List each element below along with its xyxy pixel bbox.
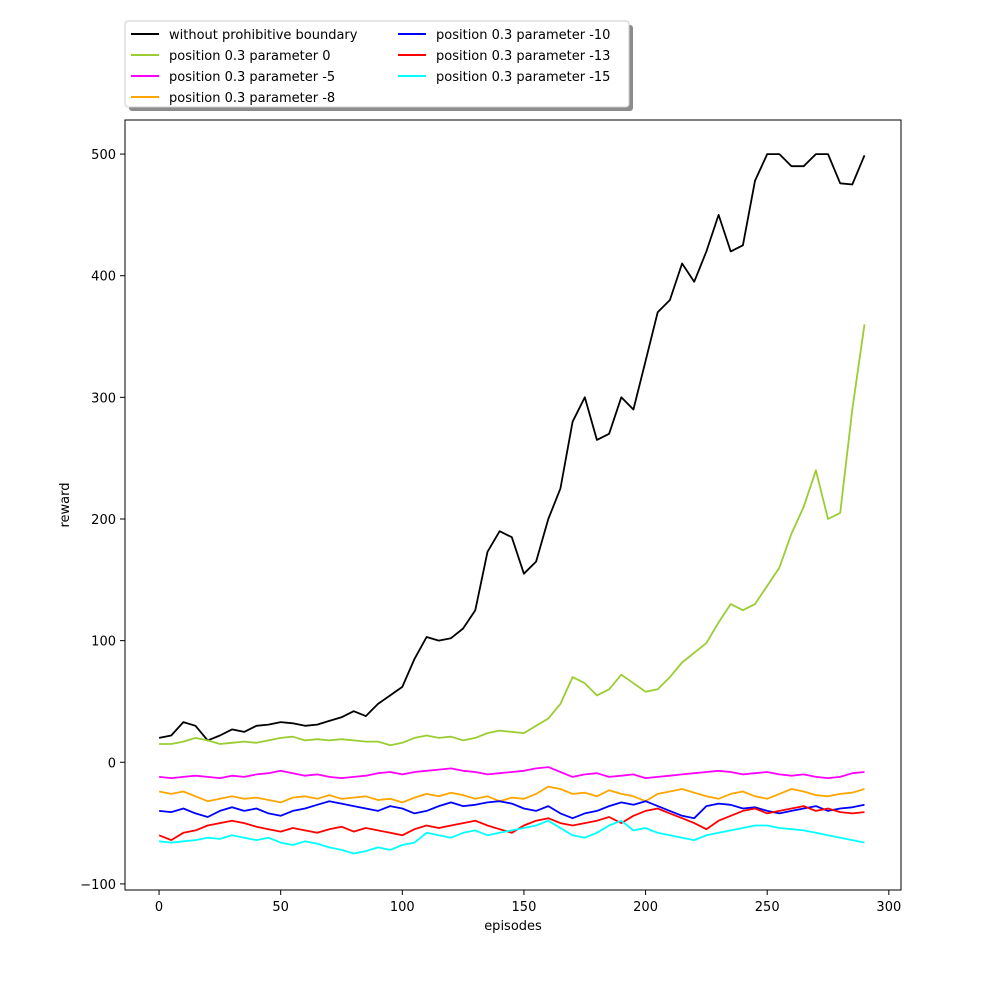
y-tick-label: 400 (91, 270, 116, 285)
series-layer (158, 153, 866, 855)
series-line-4 (159, 800, 865, 820)
x-tick-label: 150 (512, 900, 537, 915)
series-line-6 (159, 819, 865, 855)
series-line-5 (158, 805, 865, 841)
series-line-1 (159, 324, 866, 747)
legend-entry: without prohibitive boundary (169, 28, 358, 43)
legend-items: without prohibitive boundary position 0.3… (131, 28, 610, 106)
legend-box (124, 20, 630, 108)
x-tick-label: 100 (390, 900, 415, 915)
x-tick-label: 200 (633, 900, 658, 915)
y-tick-label: 100 (91, 635, 116, 650)
series-line-2 (159, 766, 865, 779)
x-axis-label: episodes (484, 919, 542, 934)
legend-entry: position 0.3 parameter -10 (436, 28, 610, 43)
legend-entry: position 0.3 parameter -5 (169, 70, 335, 85)
x-tick-label: 50 (272, 900, 289, 915)
legend-entry: position 0.3 parameter -8 (169, 91, 335, 106)
legend-entry: position 0.3 parameter 0 (169, 49, 330, 64)
legend: without prohibitive boundary position 0.3… (124, 20, 633, 111)
series-line-3 (158, 785, 865, 804)
y-tick-label: 300 (91, 391, 116, 406)
x-tick-label: 300 (876, 900, 901, 915)
y-axis-label: reward (58, 482, 73, 527)
y-tick-label: 500 (91, 148, 116, 163)
x-axis: 0 50 100 150 200 250 300 (155, 890, 901, 915)
y-tick-label: −100 (80, 878, 116, 893)
series-line-0 (158, 153, 866, 742)
y-tick-label: 0 (108, 756, 116, 771)
legend-entry: position 0.3 parameter -15 (436, 70, 610, 85)
plot-area (124, 119, 902, 891)
x-tick-label: 250 (755, 900, 780, 915)
legend-entry: position 0.3 parameter -13 (436, 49, 610, 64)
x-tick-label: 0 (155, 900, 163, 915)
y-axis: −100 0 100 200 300 400 500 (80, 148, 125, 893)
plot-frame (124, 119, 902, 891)
y-tick-label: 200 (91, 513, 116, 528)
